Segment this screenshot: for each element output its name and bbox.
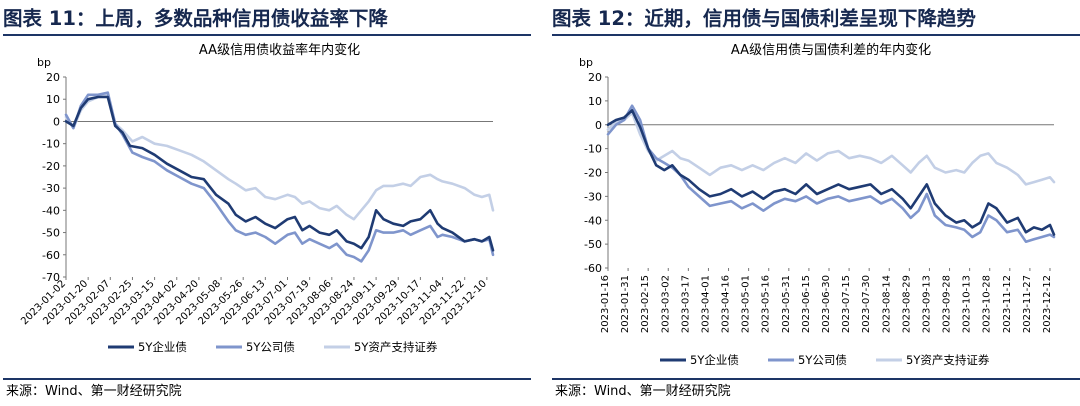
x-tick-label: 2023-05-31 [781, 275, 792, 333]
heading-rule [552, 34, 1080, 36]
series-line-3 [64, 93, 495, 221]
y-axis-label: bp [579, 56, 593, 69]
y-tick-label: -10 [42, 138, 60, 151]
series-line-1 [606, 109, 1056, 236]
figure-heading: 图表 12：近期，信用债与国债利差呈现下降趋势 [552, 7, 976, 30]
x-tick-label: 2023-08-29 [901, 275, 912, 333]
legend-label: 5Y企业债 [138, 340, 187, 354]
x-tick-label: 2023-10-28 [982, 275, 993, 333]
y-tick-label: 20 [46, 71, 60, 84]
y-tick-label: -30 [584, 190, 602, 203]
x-tick-label: 2023-03-02 [660, 275, 671, 333]
legend-label: 5Y资产支持证券 [354, 340, 438, 354]
x-tick-label: 2023-01-16 [600, 275, 611, 333]
x-tick-label: 2023-11-27 [1022, 275, 1033, 333]
heading-rule [3, 34, 531, 36]
x-tick-label: 2023-04-16 [721, 275, 732, 333]
x-tick-label: 2023-03-17 [680, 275, 691, 333]
x-tick-label: 2023-09-13 [921, 275, 932, 333]
y-tick-label: -60 [42, 249, 60, 262]
line-chart-left: AA级信用债收益率年内变化 bp -70 -60 -50 -40 -30 -20 -10 0 10 2… [19, 42, 495, 354]
source-rule [3, 378, 531, 380]
legend-label: 5Y公司债 [798, 353, 847, 367]
line-chart-right: AA级信用债与国债利差的年内变化 bp -60 -50 -40 -30 -20 -10 0 10 2… [579, 42, 1056, 367]
x-tick-label: 2023-05-16 [761, 275, 772, 333]
y-tick-label: -10 [584, 143, 602, 156]
series-line-3 [606, 111, 1056, 186]
y-tick-label: 10 [588, 95, 602, 108]
chart-panel-left: 图表 11：上周，多数品种信用债收益率下降 AA级信用债收益率年内变化 bp -70… [3, 0, 531, 406]
series-line-2 [606, 104, 1056, 243]
y-tick-label: -40 [42, 204, 60, 217]
legend-label: 5Y资产支持证券 [906, 353, 990, 367]
x-tick-label: 2023-01-31 [620, 275, 631, 333]
x-tick-label: 2023-06-15 [801, 275, 812, 333]
y-tick-label: -50 [584, 238, 602, 251]
y-tick-label: -40 [584, 214, 602, 227]
y-tick-label: -60 [584, 262, 602, 275]
x-tick-label: 2023-08-14 [881, 275, 892, 333]
y-tick-label: -30 [42, 182, 60, 195]
x-tick-label: 2023-07-30 [861, 275, 872, 333]
y-tick-label: -20 [584, 167, 602, 180]
x-tick-label: 2023-06-30 [821, 275, 832, 333]
y-tick-label: 0 [53, 115, 60, 128]
x-tick-label: 2023-09-28 [942, 275, 953, 333]
x-tick-label: 2023-11-12 [1002, 275, 1013, 333]
chart-panel-right: 图表 12：近期，信用债与国债利差呈现下降趋势 AA级信用债与国债利差的年内变化… [552, 0, 1080, 406]
source-note: 来源：Wind、第一财经研究院 [6, 384, 182, 399]
y-tick-label: 0 [595, 119, 602, 132]
series-line-2 [64, 91, 495, 263]
series-line-1 [64, 95, 495, 252]
x-tick-label: 2023-04-01 [700, 275, 711, 333]
chart-title: AA级信用债收益率年内变化 [199, 42, 360, 58]
x-tick-label: 2023-07-15 [841, 275, 852, 333]
source-rule [552, 378, 1080, 380]
y-axis-label: bp [37, 56, 51, 69]
y-tick-label: -50 [42, 227, 60, 240]
y-tick-label: -20 [42, 160, 60, 173]
legend-label: 5Y企业债 [690, 353, 739, 367]
source-note: 来源：Wind、第一财经研究院 [555, 384, 731, 399]
chart-title: AA级信用债与国债利差的年内变化 [731, 42, 931, 58]
x-tick-label: 2023-10-13 [962, 275, 973, 333]
y-tick-label: 10 [46, 93, 60, 106]
legend-label: 5Y公司债 [246, 340, 295, 354]
x-tick-label: 2023-12-12 [1042, 275, 1053, 333]
x-tick-label: 2023-02-15 [640, 275, 651, 333]
figure-heading: 图表 11：上周，多数品种信用债收益率下降 [3, 7, 388, 30]
y-tick-label: 20 [588, 71, 602, 84]
y-tick-label: -70 [42, 271, 60, 284]
x-tick-label: 2023-05-01 [741, 275, 752, 333]
